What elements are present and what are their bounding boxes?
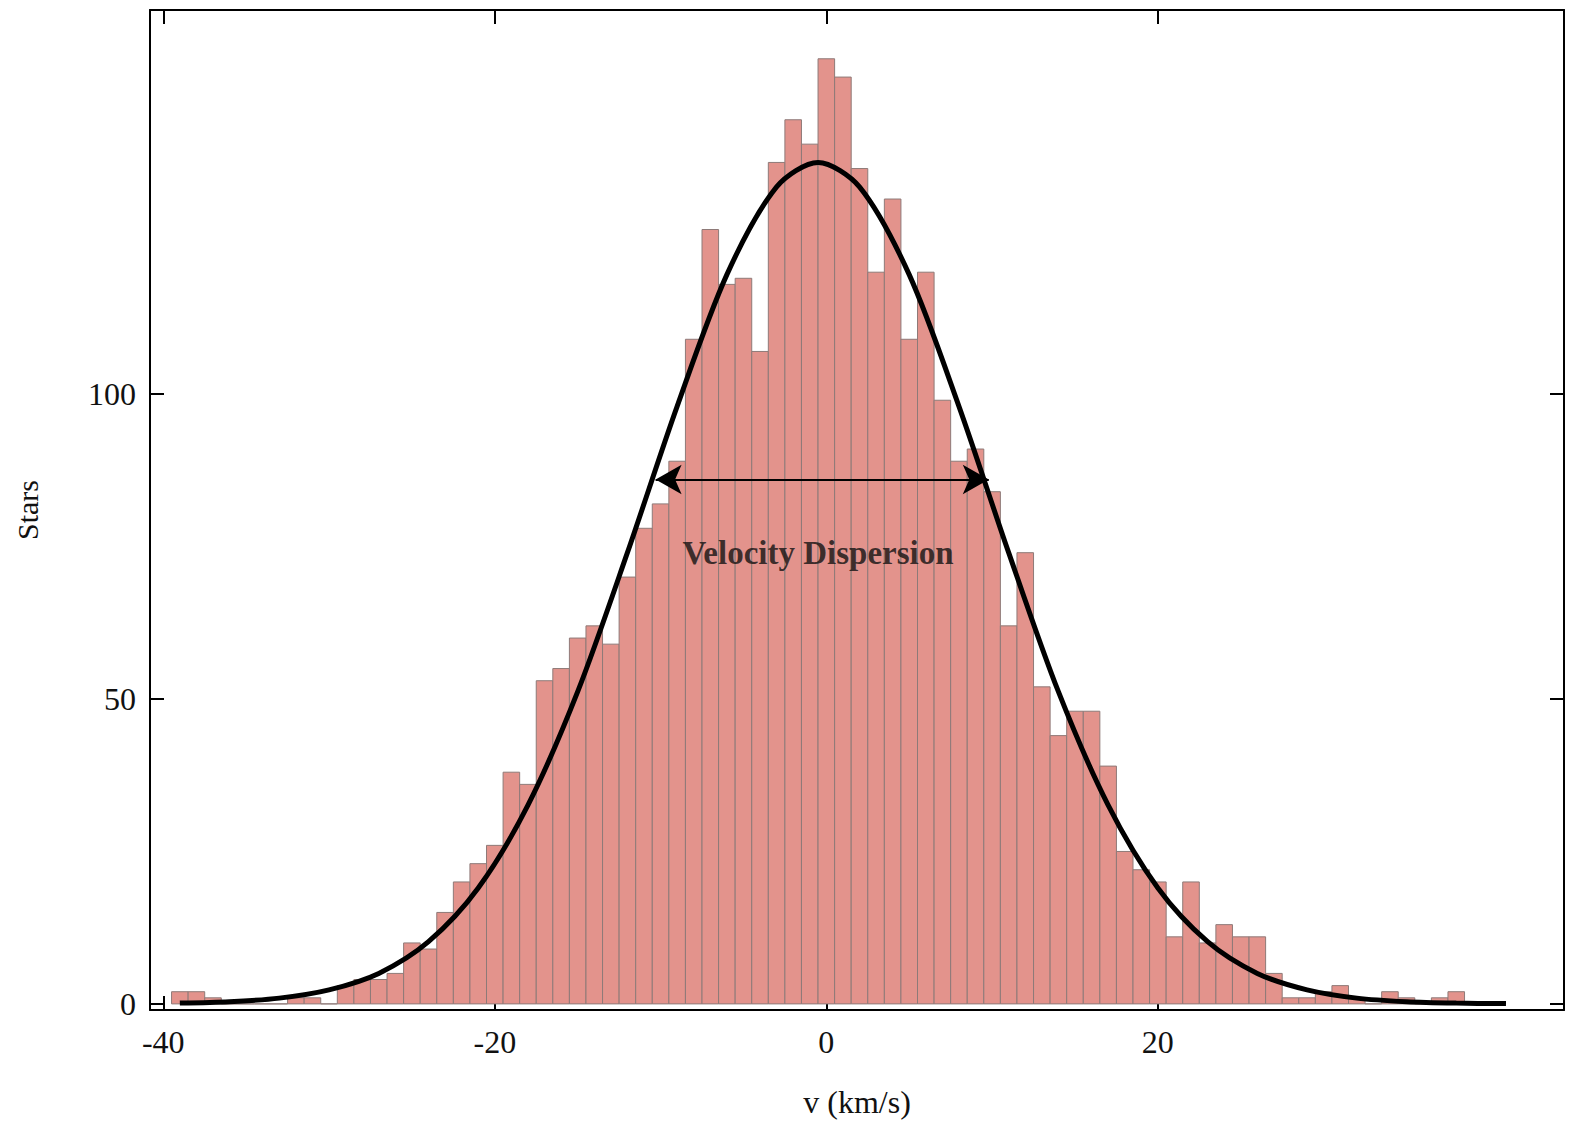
svg-text:Velocity Dispersion: Velocity Dispersion <box>683 535 954 571</box>
svg-text:Stars: Stars <box>11 480 44 540</box>
svg-text:0: 0 <box>120 986 136 1022</box>
svg-text:-20: -20 <box>473 1024 516 1060</box>
svg-text:100: 100 <box>88 376 136 412</box>
svg-text:v (km/s): v (km/s) <box>803 1084 911 1120</box>
svg-text:20: 20 <box>1142 1024 1174 1060</box>
svg-text:-40: -40 <box>142 1024 185 1060</box>
svg-text:0: 0 <box>818 1024 834 1060</box>
svg-text:50: 50 <box>104 681 136 717</box>
